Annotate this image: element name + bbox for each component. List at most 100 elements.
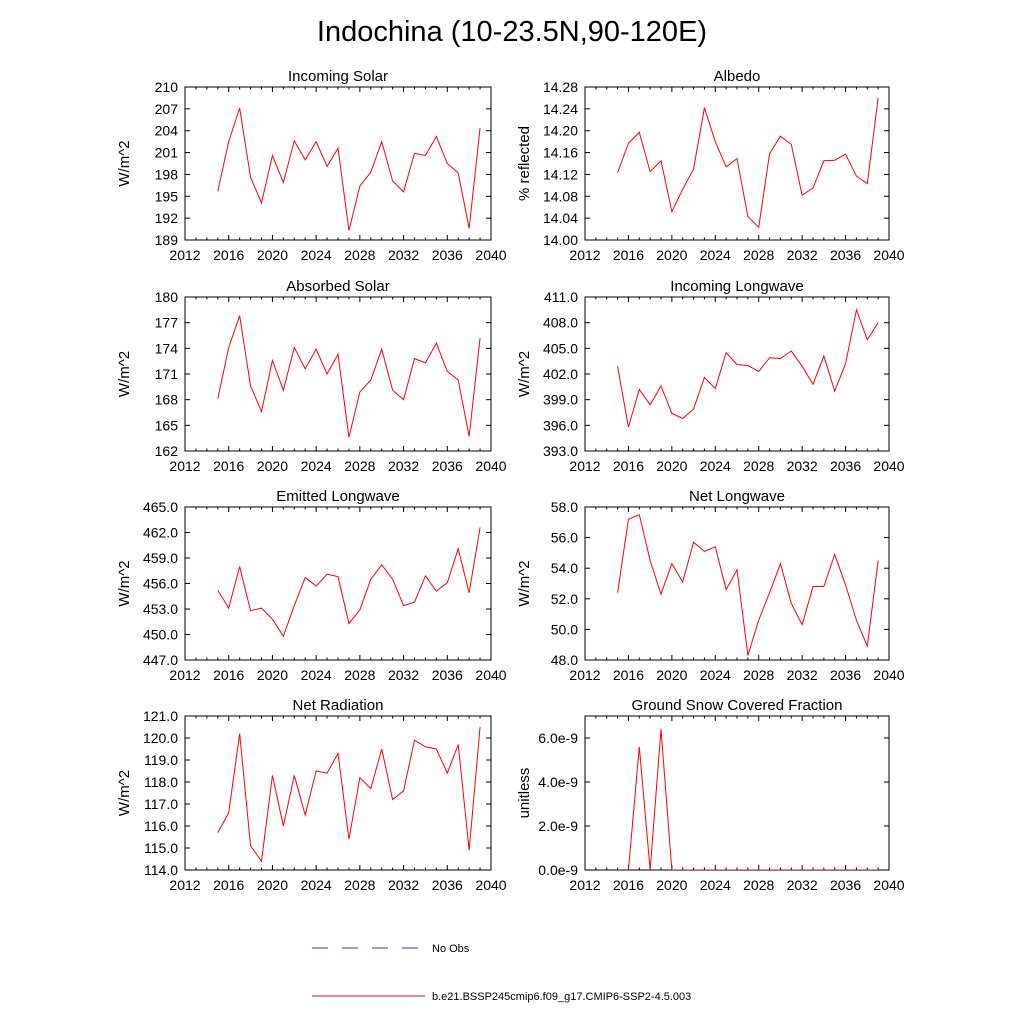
data-point [682, 188, 684, 190]
x-tick-label: 2020 [656, 247, 687, 263]
data-point [660, 728, 662, 730]
x-tick-label: 2012 [169, 458, 200, 474]
data-point [671, 210, 673, 212]
y-axis-label: % reflected [516, 126, 533, 201]
data-point [326, 373, 328, 375]
data-point [779, 357, 781, 359]
data-point [348, 622, 350, 624]
data-point [391, 798, 393, 800]
data-point [714, 387, 716, 389]
data-point [402, 790, 404, 792]
data-point [844, 363, 846, 365]
y-tick-label: 2.0e-9 [538, 818, 578, 834]
data-point [315, 140, 317, 142]
y-tick-label: 393.0 [543, 443, 578, 459]
x-tick-label: 2024 [301, 247, 332, 263]
data-point [337, 752, 339, 754]
data-point [703, 107, 705, 109]
data-point [435, 590, 437, 592]
data-point [446, 581, 448, 583]
x-tick-label: 2024 [700, 877, 731, 893]
data-point [249, 385, 251, 387]
y-axis-label: W/m^2 [516, 351, 533, 397]
data-point [692, 408, 694, 410]
data-point [337, 353, 339, 355]
y-tick-label: 14.16 [543, 145, 578, 161]
x-tick-label: 2020 [656, 667, 687, 683]
x-tick-label: 2036 [830, 458, 861, 474]
data-point [638, 388, 640, 390]
x-tick-label: 2020 [257, 247, 288, 263]
data-point [468, 849, 470, 851]
data-point [714, 869, 716, 871]
y-tick-label: 396.0 [543, 417, 578, 433]
data-point [692, 869, 694, 871]
data-point [703, 550, 705, 552]
x-tick-label: 2040 [475, 667, 506, 683]
data-point [877, 97, 879, 99]
y-tick-label: 52.0 [551, 591, 578, 607]
data-point [855, 175, 857, 177]
y-tick-label: 465.0 [143, 499, 178, 515]
x-tick-label: 2028 [743, 667, 774, 683]
x-tick-label: 2012 [169, 247, 200, 263]
y-tick-label: 56.0 [551, 530, 578, 546]
x-tick-label: 2028 [344, 667, 375, 683]
data-point [282, 181, 284, 183]
y-tick-label: 6.0e-9 [538, 730, 578, 746]
data-point [736, 157, 738, 159]
data-point [293, 346, 295, 348]
x-tick-label: 2020 [257, 667, 288, 683]
data-point [812, 383, 814, 385]
data-point [337, 147, 339, 149]
data-point [682, 869, 684, 871]
data-point [293, 774, 295, 776]
x-tick-label: 2016 [213, 877, 244, 893]
data-point [413, 601, 415, 603]
data-point [370, 379, 372, 381]
y-tick-label: 50.0 [551, 621, 578, 637]
data-point [725, 351, 727, 353]
x-tick-label: 2012 [569, 877, 600, 893]
y-tick-label: 210 [155, 79, 179, 95]
data-point [801, 365, 803, 367]
y-axis-label: unitless [516, 768, 533, 819]
data-point [714, 140, 716, 142]
data-point [260, 607, 262, 609]
data-point [682, 417, 684, 419]
x-tick-label: 2032 [787, 877, 818, 893]
data-point [790, 602, 792, 604]
y-tick-label: 120.0 [143, 730, 178, 746]
x-tick-label: 2032 [787, 458, 818, 474]
data-point [446, 370, 448, 372]
series-line [217, 726, 481, 863]
x-tick-label: 2012 [569, 458, 600, 474]
data-point [424, 154, 426, 156]
y-tick-label: 405.0 [543, 340, 578, 356]
data-point [823, 869, 825, 871]
x-tick-label: 2016 [613, 877, 644, 893]
x-tick-label: 2040 [873, 877, 904, 893]
data-point [747, 654, 749, 656]
data-point [649, 404, 651, 406]
x-tick-label: 2032 [388, 247, 419, 263]
legend-label-no-obs: No Obs [432, 943, 470, 955]
y-tick-label: 399.0 [543, 392, 578, 408]
x-tick-label: 2040 [873, 667, 904, 683]
data-point [359, 185, 361, 187]
x-tick-label: 2020 [257, 877, 288, 893]
x-tick-label: 2016 [213, 667, 244, 683]
y-tick-label: 116.0 [144, 818, 178, 834]
data-point [703, 376, 705, 378]
y-tick-label: 171 [155, 366, 179, 382]
y-tick-label: 192 [155, 210, 179, 226]
data-point [348, 838, 350, 840]
data-point [779, 135, 781, 137]
data-point [616, 365, 618, 367]
y-tick-label: 168 [155, 392, 179, 408]
y-tick-label: 450.0 [143, 627, 178, 643]
data-point [260, 202, 262, 204]
panel-title: Net Longwave [689, 488, 785, 505]
x-tick-label: 2012 [169, 667, 200, 683]
